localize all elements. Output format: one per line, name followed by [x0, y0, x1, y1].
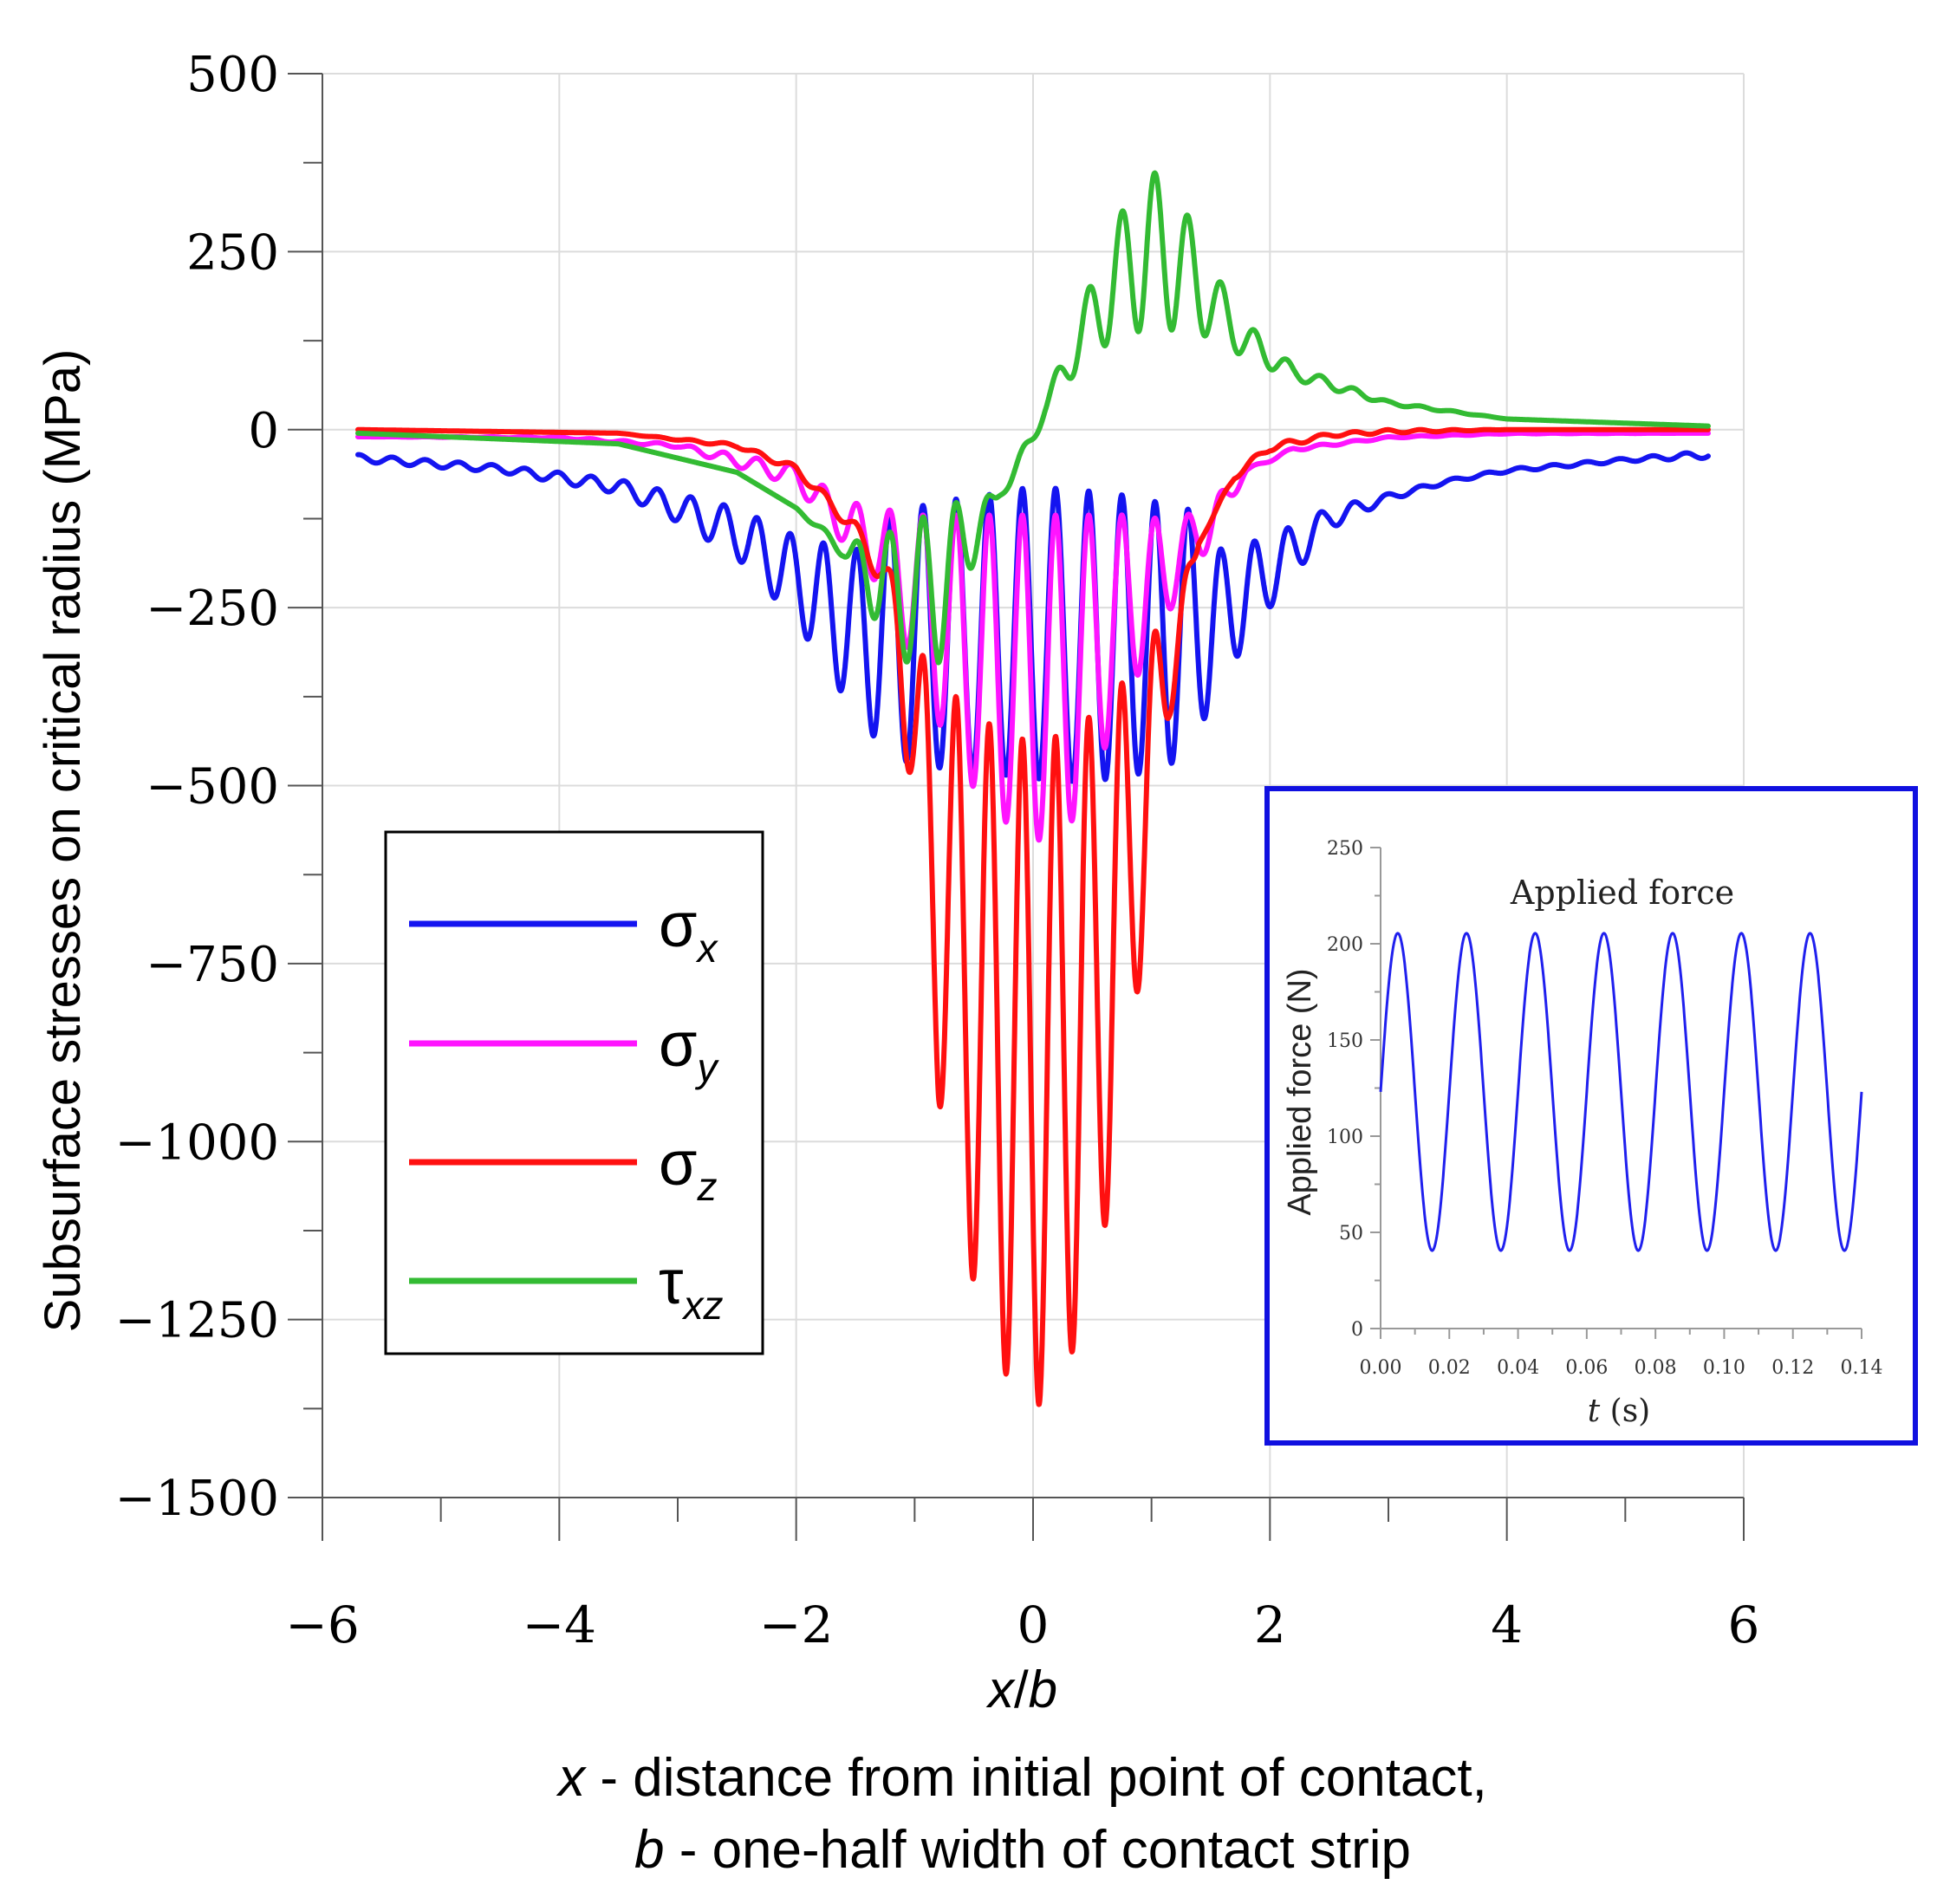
- inset-x-axis-label: t (s): [1588, 1394, 1650, 1429]
- inset-y-axis-label: Applied force (N): [1282, 968, 1318, 1215]
- y-tick-label: 250: [186, 224, 279, 281]
- legend: σx σy σz τxz: [384, 830, 764, 1355]
- inset-title: Applied force: [1510, 874, 1734, 912]
- x-axis-label: x/b: [985, 1660, 1057, 1719]
- inset-x-label-unit: (s): [1600, 1394, 1650, 1429]
- inset-x-tick-label: 0.08: [1635, 1357, 1677, 1379]
- legend-label-sigma-z: σz: [659, 1129, 717, 1209]
- caption-line-1-var: x: [556, 1748, 587, 1808]
- main-axes: [288, 73, 1745, 1541]
- inset-chart: 0.00 0.02 0.04 0.06 0.08 0.10 0.12 0.14 0 50 100 15…: [1264, 786, 1918, 1446]
- y-tick-label: −1000: [115, 1114, 279, 1171]
- y-tick-label: −250: [146, 581, 279, 637]
- inset-tick-labels: 0.00 0.02 0.04 0.06 0.08 0.10 0.12 0.14 0 50 100 15…: [1327, 838, 1882, 1379]
- series-line-tau-xz: [355, 170, 1711, 666]
- y-tick-label: −500: [146, 759, 279, 816]
- y-tick-label: −750: [146, 937, 279, 993]
- y-tick-label: 0: [248, 403, 279, 459]
- x-tick-label: 2: [1254, 1595, 1286, 1654]
- y-tick-label: −1500: [115, 1471, 279, 1527]
- inset-x-tick-label: 0.06: [1565, 1357, 1608, 1379]
- x-axis-label-var-x: x: [985, 1660, 1016, 1719]
- caption-line-1-text: - distance from initial point of contact…: [585, 1748, 1487, 1808]
- caption-line-2: b - one-half width of contact strip: [634, 1820, 1411, 1880]
- x-tick-label: −4: [523, 1595, 597, 1654]
- inset-frame: [1264, 786, 1918, 1446]
- legend-label-sigma-x: σx: [659, 891, 718, 971]
- legend-sigma-x-sub: x: [695, 926, 718, 971]
- inset-x-tick-label: 0.04: [1497, 1357, 1539, 1379]
- inset-y-tick-label: 0: [1351, 1319, 1363, 1341]
- caption-line-2-text: - one-half width of contact strip: [664, 1820, 1411, 1880]
- inset-x-label-var: t: [1588, 1394, 1601, 1429]
- main-tick-labels: −6 −4 −2 0 2 4 65002500−250−500−750−1000−1250−…: [115, 47, 1760, 1654]
- x-axis-label-var-b: b: [1029, 1660, 1057, 1719]
- x-tick-label: 6: [1728, 1595, 1760, 1654]
- y-tick-label: 500: [186, 47, 279, 103]
- y-tick-label: −1250: [115, 1293, 279, 1349]
- inset-x-tick-label: 0.12: [1771, 1357, 1814, 1379]
- inset-y-tick-label: 50: [1339, 1223, 1363, 1244]
- legend-sigma-y-symbol: σ: [659, 1010, 697, 1080]
- caption-line-1: x - distance from initial point of conta…: [556, 1748, 1487, 1808]
- inset-y-tick-label: 150: [1327, 1030, 1363, 1052]
- inset-x-tick-label: 0.10: [1703, 1357, 1745, 1379]
- inset-series-group: [1379, 932, 1863, 1252]
- inset-x-tick-label: 0.02: [1428, 1357, 1471, 1379]
- inset-y-tick-label: 100: [1327, 1127, 1363, 1148]
- legend-sigma-z-symbol: σ: [659, 1129, 697, 1199]
- main-series-group: [355, 170, 1711, 1407]
- legend-box: [384, 830, 764, 1355]
- legend-label-tau-xz: τxz: [659, 1248, 723, 1328]
- inset-y-tick-label: 200: [1327, 934, 1363, 956]
- inset-y-tick-label: 250: [1327, 838, 1363, 860]
- inset-force-line: [1379, 932, 1863, 1252]
- legend-sigma-z-sub: z: [696, 1164, 717, 1209]
- caption-line-2-var: b: [634, 1820, 664, 1880]
- legend-tau-xz-sub: xz: [681, 1283, 723, 1328]
- legend-sigma-x-symbol: σ: [659, 891, 697, 960]
- series-line-sigma-y: [355, 430, 1711, 843]
- inset-x-tick-label: 0.14: [1841, 1357, 1883, 1379]
- x-tick-label: −2: [759, 1595, 834, 1654]
- legend-sigma-y-sub: y: [694, 1045, 719, 1090]
- y-axis-label: Subsurface stresses on critical radius (…: [35, 349, 91, 1333]
- x-tick-label: 0: [1017, 1595, 1050, 1654]
- x-tick-label: −6: [285, 1595, 360, 1654]
- inset-axes: [1370, 847, 1862, 1339]
- legend-tau-xz-symbol: τ: [659, 1248, 683, 1317]
- x-axis-label-sep: /: [1014, 1660, 1029, 1719]
- series-line-sigma-z: [355, 426, 1711, 1407]
- x-tick-label: 4: [1491, 1595, 1523, 1654]
- legend-label-sigma-y: σy: [659, 1010, 719, 1090]
- inset-x-tick-label: 0.00: [1360, 1357, 1402, 1379]
